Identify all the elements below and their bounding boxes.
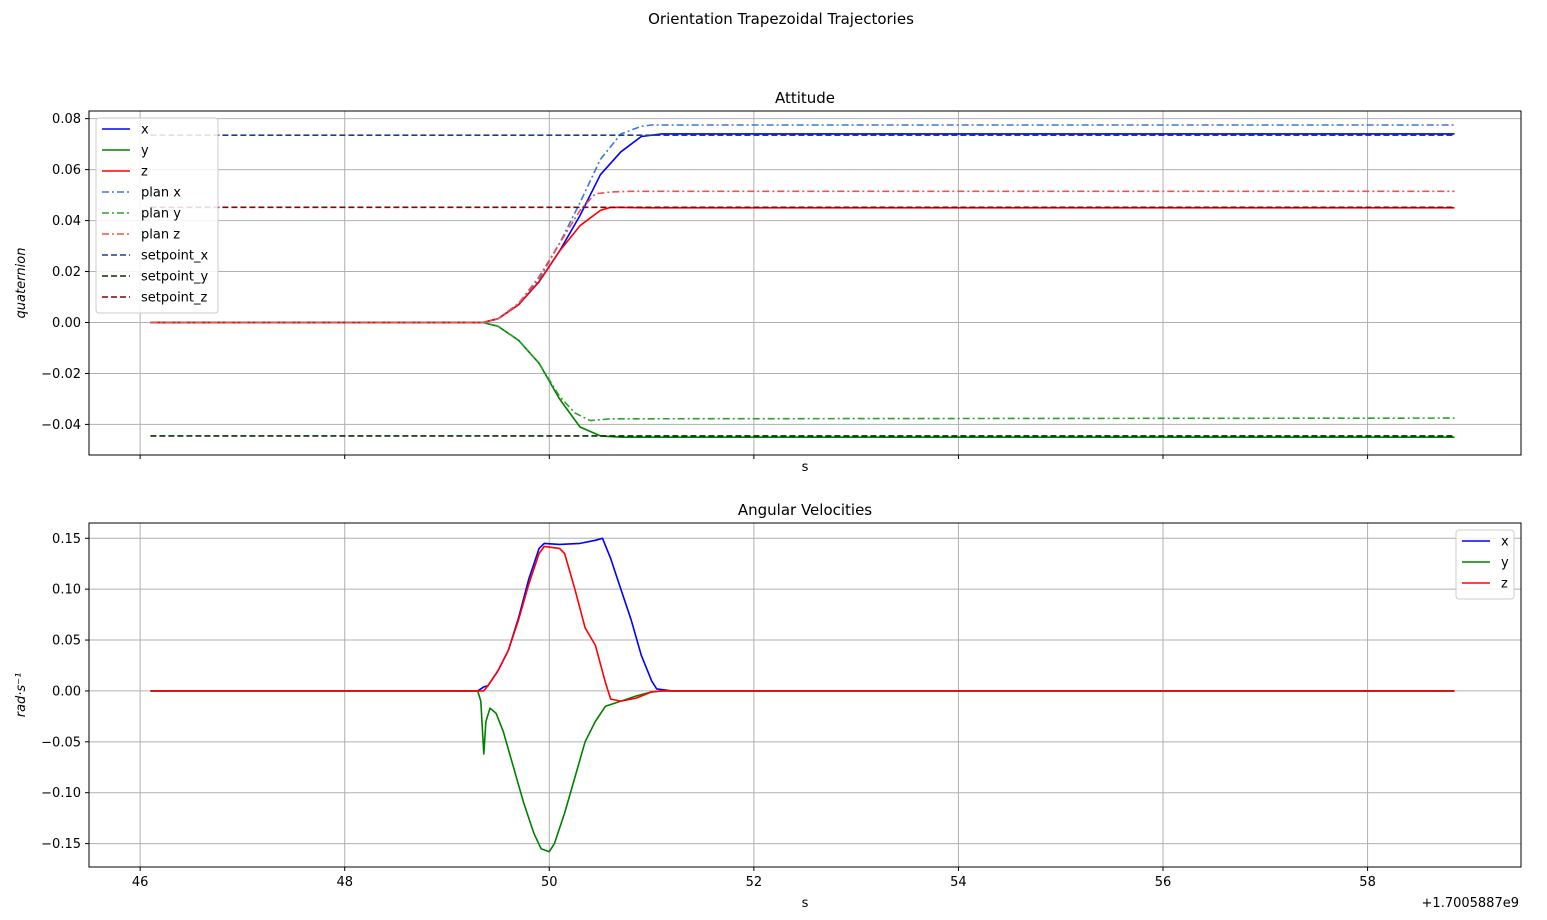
angular-ticks: 46 48 50 52 54 56 58 −0.15 −0.10 −0.05 0.00 0.05 0.1… — [41, 532, 1376, 890]
attitude-ticks: −0.04 −0.02 0.00 0.02 0.04 0.06 0.08 — [41, 112, 1369, 459]
x-tick-label: 52 — [746, 875, 763, 890]
y-tick-label: −0.02 — [41, 367, 81, 382]
x-tick-label: 50 — [541, 875, 558, 890]
y-tick-label: −0.10 — [41, 786, 81, 801]
legend-label: z — [1501, 577, 1508, 592]
series-line-z — [150, 206, 1455, 324]
x-tick-label: 46 — [132, 875, 149, 890]
series-line-y — [150, 690, 1455, 853]
y-tick-label: 0.00 — [52, 684, 81, 699]
y-tick-label: 0.06 — [52, 163, 81, 178]
legend-label: z — [141, 165, 148, 180]
angular-velocities-panel: Angular Velocities 46 48 50 52 54 56 58 −0.15 −0… — [14, 501, 1522, 911]
x-tick-label: 58 — [1359, 875, 1376, 890]
attitude-ylabel: quaternion — [14, 248, 29, 319]
x-tick-label: 54 — [950, 875, 967, 890]
angular-velocities-title: Angular Velocities — [738, 501, 872, 519]
x-tick-label: 56 — [1155, 875, 1172, 890]
y-tick-label: −0.05 — [41, 735, 81, 750]
x-tick-label: 48 — [336, 875, 353, 890]
series-line-plan-z — [150, 190, 1455, 324]
legend-label: x — [1501, 535, 1509, 550]
y-tick-label: 0.04 — [52, 214, 81, 229]
y-tick-label: −0.04 — [41, 418, 81, 433]
series-line-plan-x — [150, 124, 1455, 324]
series-line-y — [150, 321, 1455, 439]
x-offset-label: +1.7005887e9 — [1422, 896, 1519, 911]
legend-label: y — [1501, 556, 1509, 571]
angular-legend: xyz — [1455, 529, 1515, 600]
legend-label: plan x — [141, 186, 181, 201]
legend-label: x — [141, 123, 149, 138]
angular-xlabel: s — [802, 896, 809, 911]
angular-ylabel: rad·s⁻¹ — [14, 673, 29, 718]
angular-grid — [89, 523, 1521, 867]
legend-label: setpoint_x — [141, 249, 209, 264]
y-tick-label: 0.08 — [52, 112, 81, 127]
legend-box — [1455, 529, 1515, 600]
series-line-x — [150, 133, 1455, 324]
attitude-series — [150, 124, 1455, 439]
attitude-legend: xyz plan x plan y plan z setpoint_x setpoint_… — [95, 117, 219, 314]
series-line-z — [150, 545, 1455, 702]
attitude-grid — [89, 111, 1521, 455]
y-tick-label: 0.10 — [52, 583, 81, 598]
y-tick-label: 0.15 — [52, 532, 81, 547]
legend-label: plan y — [141, 207, 181, 222]
angular-series — [150, 537, 1455, 853]
figure-suptitle: Orientation Trapezoidal Trajectories — [648, 10, 914, 28]
angular-axes-frame — [88, 522, 1522, 868]
legend-box — [95, 117, 219, 314]
y-tick-label: 0.02 — [52, 265, 81, 280]
y-tick-label: −0.15 — [41, 837, 81, 852]
y-tick-label: 0.05 — [52, 634, 81, 649]
attitude-axes-frame — [88, 110, 1522, 456]
y-tick-label: 0.00 — [52, 316, 81, 331]
series-line-plan-y — [150, 321, 1455, 422]
legend-label: y — [141, 144, 149, 159]
attitude-panel: Attitude −0.04−0.020.000.020.040.060.08 … — [14, 89, 1522, 475]
legend-label: plan z — [141, 228, 180, 243]
series-line-x — [150, 537, 1455, 692]
attitude-title: Attitude — [775, 89, 835, 107]
attitude-xlabel: s — [802, 460, 809, 475]
legend-label: setpoint_y — [141, 270, 209, 285]
legend-label: setpoint_z — [141, 291, 208, 306]
